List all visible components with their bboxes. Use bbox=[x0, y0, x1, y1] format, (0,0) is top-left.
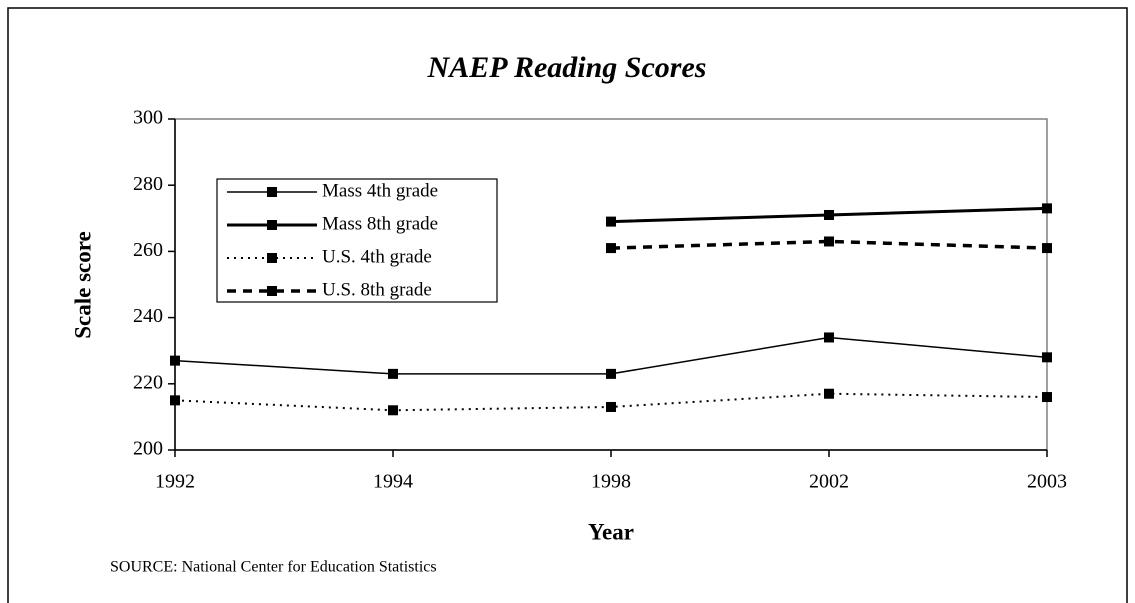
y-axis-label: Scale score bbox=[70, 231, 95, 339]
line-marker bbox=[824, 332, 834, 343]
line-marker bbox=[1042, 203, 1052, 214]
x-tick-label: 1998 bbox=[591, 471, 631, 493]
line-marker bbox=[1042, 243, 1052, 254]
chart-title: NAEP Reading Scores bbox=[427, 51, 707, 84]
line-marker bbox=[1042, 352, 1052, 363]
line-marker bbox=[824, 388, 834, 399]
line-marker bbox=[170, 355, 180, 366]
x-tick-label: 2003 bbox=[1027, 471, 1067, 493]
line-marker bbox=[606, 216, 616, 227]
x-axis-label: Year bbox=[588, 519, 634, 544]
legend-marker bbox=[267, 286, 277, 296]
line-marker bbox=[824, 236, 834, 247]
line-marker bbox=[170, 395, 180, 406]
line-marker bbox=[606, 401, 616, 412]
x-tick-label: 1994 bbox=[373, 471, 413, 493]
line-marker bbox=[1042, 392, 1052, 403]
y-tick-label: 200 bbox=[133, 438, 163, 460]
legend-label: U.S. 8th grade bbox=[322, 279, 432, 300]
line-marker bbox=[388, 405, 398, 416]
y-tick-label: 240 bbox=[133, 305, 163, 327]
y-tick-label: 280 bbox=[133, 173, 163, 195]
legend-label: U.S. 4th grade bbox=[322, 246, 432, 267]
y-tick-label: 300 bbox=[133, 107, 163, 129]
x-tick-label: 1992 bbox=[155, 471, 195, 493]
legend-marker bbox=[267, 253, 277, 263]
line-marker bbox=[606, 243, 616, 254]
legend-label: Mass 8th grade bbox=[322, 213, 438, 234]
source-note: SOURCE: National Center for Education St… bbox=[110, 559, 437, 576]
line-marker bbox=[824, 209, 834, 220]
x-tick-label: 2002 bbox=[809, 471, 849, 493]
y-tick-label: 260 bbox=[133, 239, 163, 261]
line-marker bbox=[606, 368, 616, 379]
series-line bbox=[610, 239, 1048, 250]
legend-box bbox=[216, 178, 498, 303]
y-tick-label: 220 bbox=[133, 371, 163, 393]
legend-label: Mass 4th grade bbox=[322, 180, 438, 201]
legend-marker bbox=[267, 220, 277, 230]
chart-frame bbox=[7, 7, 1128, 603]
legend-marker bbox=[267, 187, 277, 197]
line-marker bbox=[388, 368, 398, 379]
